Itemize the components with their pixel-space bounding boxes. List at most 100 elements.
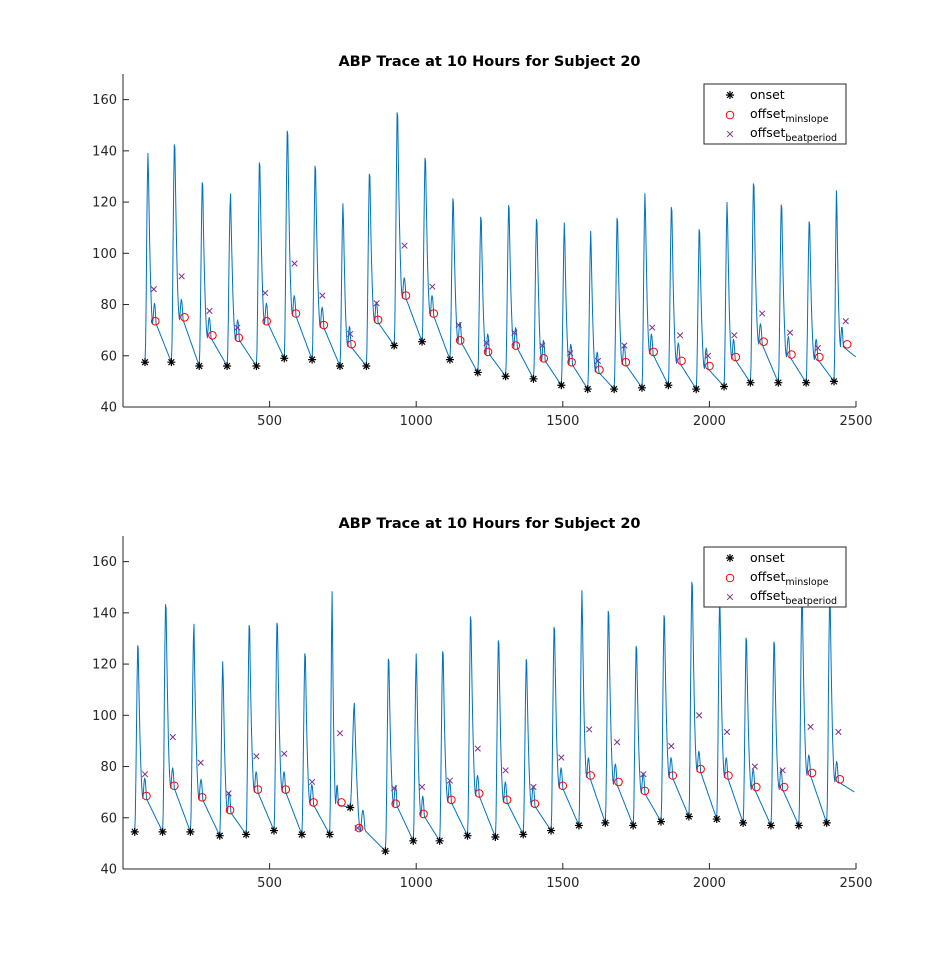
bottom-x-tick-label: 2000 (693, 876, 726, 891)
top-offset-beatperiod-point (150, 286, 157, 293)
top-onset-point (637, 383, 646, 392)
bottom-onset-point (463, 831, 472, 840)
bottom-onset-point (325, 830, 334, 839)
top-legend-label-1: offsetminslope (750, 106, 829, 125)
top-abp-trace-line (144, 112, 856, 390)
bottom-offset-beatperiod-point (308, 778, 316, 786)
top-onset-point (223, 362, 232, 371)
bottom-onset-point (519, 830, 528, 839)
bottom-offset-beatperiod-point (253, 753, 260, 760)
bottom-offset-minslope-point (668, 771, 678, 780)
top-onset-point (308, 355, 317, 364)
bottom-onset-point (158, 827, 167, 836)
top-onset-point (802, 378, 811, 387)
bottom-offset-beatperiod-point (695, 712, 703, 719)
bottom-x-tick-label: 1000 (400, 876, 433, 891)
bottom-offset-beatperiod-point (354, 824, 361, 832)
bottom-offset-minslope-point (447, 795, 456, 805)
bottom-offset-minslope-point (724, 771, 733, 780)
top-offset-minslope-point (483, 347, 493, 357)
top-x-tick-label: 2000 (693, 414, 726, 429)
bottom-onset-point (409, 836, 418, 845)
top-offset-minslope-point (787, 350, 796, 359)
top-onset-point (830, 377, 839, 386)
chart-title-top: ABP Trace at 10 Hours for Subject 20 (338, 54, 640, 70)
bottom-onset-point (215, 831, 224, 840)
top-onset-point (583, 385, 592, 394)
top-onset-point (557, 381, 566, 390)
top-series-offset-minslope (150, 291, 852, 375)
bottom-offset-beatperiod-point (169, 733, 176, 741)
bottom-onset-point (269, 826, 278, 835)
top-x-tick-label: 1500 (546, 414, 579, 429)
top-offset-beatperiod-point (842, 318, 849, 325)
top-onset-point (252, 362, 261, 371)
top-x-tick-label: 2500 (839, 414, 872, 429)
top-x-tick-label: 500 (257, 414, 282, 429)
bottom-onset-point (822, 818, 831, 827)
bottom-legend-label-1: offsetminslope (750, 569, 829, 588)
top-legend-label-0: onset (750, 87, 785, 102)
bottom-legend-label-2: offsetbeatperiod (750, 588, 837, 607)
top-onset-point (529, 374, 538, 383)
top-offset-beatperiod-point (759, 310, 766, 317)
bottom-offset-beatperiod-point (197, 759, 204, 766)
bottom-offset-minslope-point (281, 785, 291, 794)
top-offset-minslope-point (815, 352, 824, 362)
bottom-onset-point (346, 803, 355, 812)
bottom-offset-beatperiod-point (141, 771, 149, 778)
bottom-offset-minslope-point (419, 809, 428, 819)
top-offset-minslope-point (208, 330, 217, 340)
top-onset-point (418, 337, 427, 346)
top-offset-minslope-point (429, 309, 439, 318)
top-offset-beatperiod-point (319, 292, 326, 299)
bottom-onset-point (766, 821, 775, 830)
top-offset-beatperiod-point (704, 352, 712, 359)
top-offset-minslope-point (291, 309, 301, 318)
top-onset-point (445, 355, 454, 364)
top-legend-marker-star (726, 91, 734, 99)
bottom-offset-minslope-point (640, 786, 650, 796)
top-offset-beatperiod-point (178, 273, 185, 280)
bottom-y-tick-label: 120 (92, 658, 117, 673)
bottom-legend-label-0: onset (750, 550, 785, 565)
bottom-offset-beatperiod-point (446, 777, 454, 784)
bottom-offset-minslope-point (586, 771, 595, 780)
top-onset-point (746, 378, 755, 387)
bottom-onset-point (435, 836, 444, 845)
bottom-legend-box (703, 546, 847, 608)
bottom-legend-marker-circle (725, 573, 735, 583)
top-offset-minslope-point (621, 357, 631, 367)
top-onset-point (167, 358, 176, 367)
top-offset-beatperiod-point (676, 332, 684, 339)
top-onset-point (610, 385, 619, 394)
top-offset-minslope-point (731, 352, 741, 362)
top-offset-minslope-point (677, 356, 686, 366)
bottom-onset-point (574, 821, 583, 830)
bottom-onset-point (186, 827, 195, 836)
top-offset-beatperiod-point (731, 332, 738, 339)
bottom-y-tick-label: 80 (100, 760, 117, 775)
bottom-offset-beatperiod-point (474, 745, 481, 752)
chart-title-bottom: ABP Trace at 10 Hours for Subject 20 (338, 516, 640, 532)
bottom-offset-beatperiod-point (418, 783, 426, 791)
top-offset-minslope-point (759, 337, 768, 346)
bottom-series-onset (130, 803, 831, 856)
top-y-tick-label: 80 (100, 298, 117, 313)
top-y-tick-label: 160 (92, 93, 117, 108)
bottom-legend-marker-star (726, 554, 734, 562)
top-offset-beatperiod-point (483, 339, 490, 347)
top-offset-beatperiod-point (649, 324, 656, 331)
bottom-offset-minslope-point (337, 798, 346, 807)
bottom-x-tick-label: 500 (257, 876, 282, 891)
bottom-offset-beatperiod-point (336, 730, 344, 737)
top-onset-point (664, 381, 673, 390)
top-onset-point (195, 362, 204, 371)
bottom-y-tick-label: 100 (92, 709, 117, 724)
bottom-onset-point (547, 826, 556, 835)
top-offset-beatperiod-point (814, 344, 822, 352)
top-offset-beatperiod-point (347, 330, 354, 338)
top-offset-minslope-point (180, 313, 189, 322)
chart-panel-top: ABP Trace at 10 Hours for Subject 20 40 6… (92, 54, 872, 429)
top-offset-beatperiod-point (566, 350, 574, 357)
